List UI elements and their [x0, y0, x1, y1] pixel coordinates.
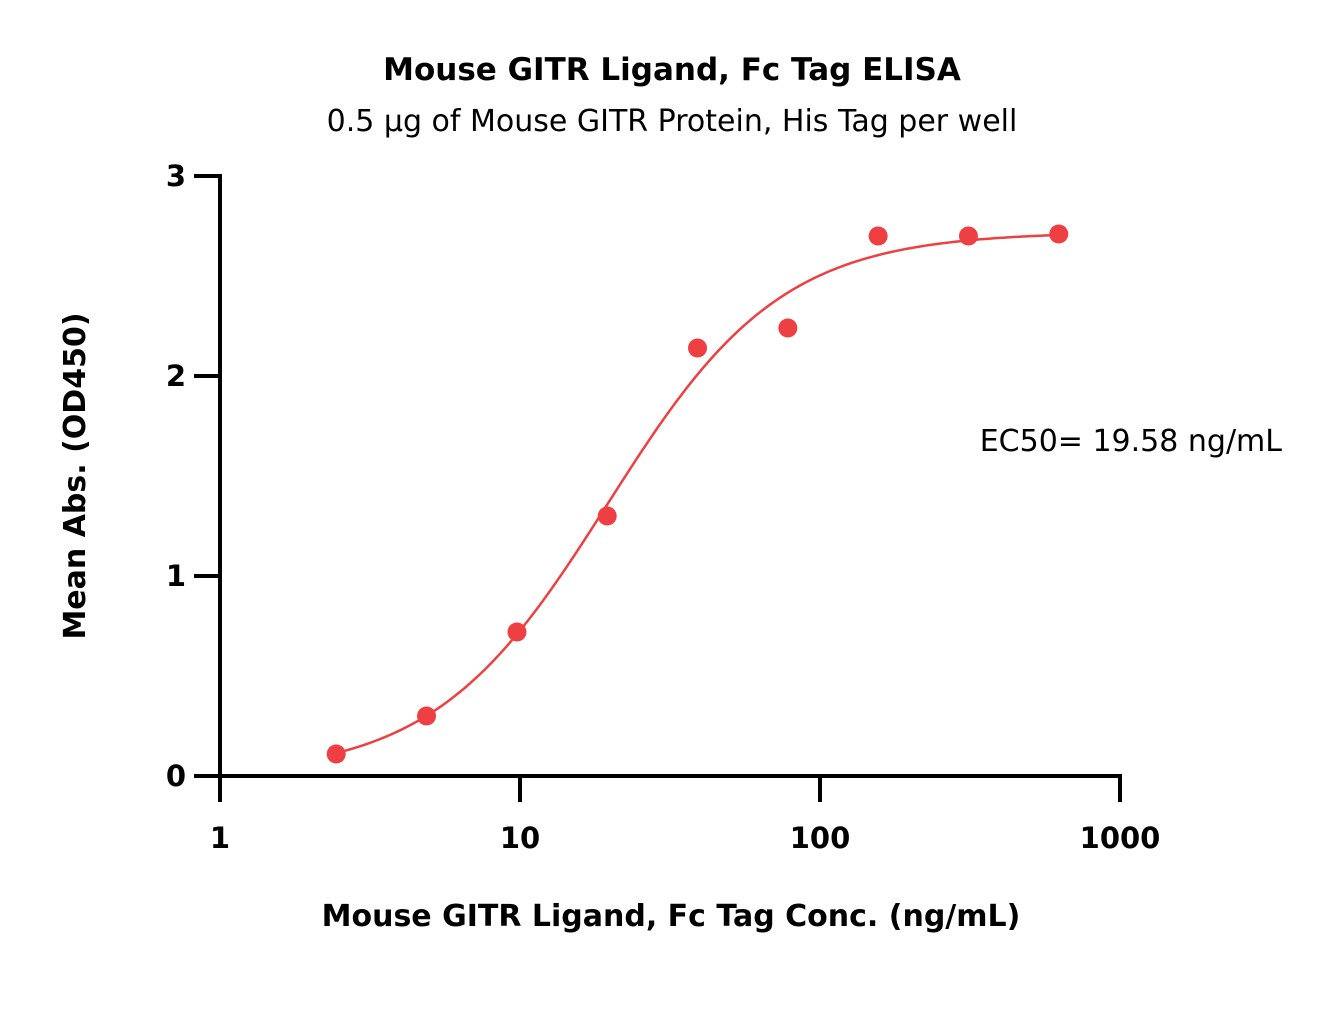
x-tick-label: 10: [500, 821, 540, 855]
data-point: [958, 226, 978, 246]
data-point: [868, 226, 888, 246]
data-point: [597, 506, 617, 526]
fit-curve-layer: [335, 233, 1059, 755]
x-tick-label: 1: [210, 821, 230, 855]
data-point: [417, 706, 437, 726]
x-axis-label: Mouse GITR Ligand, Fc Tag Conc. (ng/mL): [322, 899, 1021, 934]
x-tick-label: 1000: [1080, 821, 1161, 855]
y-axis-label: Mean Abs. (OD450): [58, 312, 93, 639]
y-tick-label: 0: [166, 759, 186, 793]
chart-subtitle: 0.5 μg of Mouse GITR Protein, His Tag pe…: [327, 104, 1018, 139]
y-tick-label: 3: [166, 159, 186, 193]
x-tick-label: 100: [790, 821, 851, 855]
data-point: [688, 338, 708, 358]
fit-curve-line: [335, 233, 1059, 755]
axes: [218, 174, 1122, 778]
data-point: [778, 318, 798, 338]
data-points-layer: [326, 224, 1069, 764]
y-tick-label: 1: [166, 559, 186, 593]
data-point: [1049, 224, 1069, 244]
chart-title: Mouse GITR Ligand, Fc Tag ELISA: [383, 52, 961, 88]
ec50-annotation: EC50= 19.58 ng/mL: [980, 424, 1283, 459]
data-point: [326, 744, 346, 764]
y-tick-label: 2: [166, 359, 186, 393]
data-point: [507, 622, 527, 642]
